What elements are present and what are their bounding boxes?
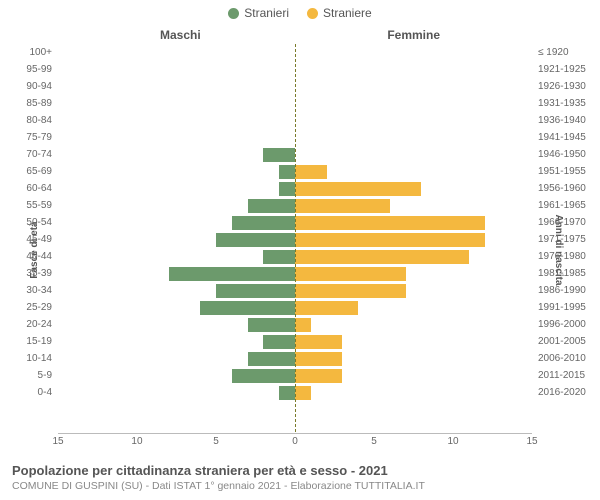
- birth-year-label: ≤ 1920: [532, 47, 569, 58]
- bar-female: [295, 335, 342, 349]
- chart-container: Stranieri Straniere Maschi Femmine Fasce…: [0, 0, 600, 500]
- age-label: 85-89: [26, 98, 58, 109]
- age-label: 0-4: [38, 387, 58, 398]
- chart-subtitle: COMUNE DI GUSPINI (SU) - Dati ISTAT 1° g…: [12, 480, 588, 492]
- birth-year-label: 2001-2005: [532, 336, 586, 347]
- age-label: 10-14: [26, 353, 58, 364]
- x-tick-label: 0: [292, 436, 298, 447]
- legend-item-male: Stranieri: [228, 6, 289, 20]
- birth-year-label: 2011-2015: [532, 370, 585, 381]
- birth-year-label: 1956-1960: [532, 183, 586, 194]
- age-label: 25-29: [26, 302, 58, 313]
- header-female: Femmine: [387, 28, 440, 42]
- x-tick-label: 10: [131, 436, 142, 447]
- age-label: 45-49: [26, 234, 58, 245]
- age-label: 5-9: [38, 370, 58, 381]
- bar-female: [295, 233, 485, 247]
- bar-female: [295, 301, 358, 315]
- bar-male: [248, 318, 295, 332]
- bar-female: [295, 369, 342, 383]
- age-label: 30-34: [26, 285, 58, 296]
- x-tick-label: 5: [213, 436, 219, 447]
- bar-male: [248, 352, 295, 366]
- chart-area: 100+≤ 192095-991921-192590-941926-193085…: [58, 44, 532, 432]
- bar-female: [295, 284, 406, 298]
- bar-male: [279, 182, 295, 196]
- age-label: 60-64: [26, 183, 58, 194]
- bar-female: [295, 165, 327, 179]
- birth-year-label: 1981-1985: [532, 268, 586, 279]
- birth-year-label: 1971-1975: [532, 234, 586, 245]
- birth-year-label: 1996-2000: [532, 319, 586, 330]
- birth-year-label: 1976-1980: [532, 251, 586, 262]
- bar-female: [295, 182, 421, 196]
- age-label: 55-59: [26, 200, 58, 211]
- legend-label-male: Stranieri: [244, 6, 289, 20]
- bar-male: [263, 335, 295, 349]
- bar-male: [279, 165, 295, 179]
- bar-female: [295, 386, 311, 400]
- bar-female: [295, 267, 406, 281]
- x-tick-label: 15: [52, 436, 63, 447]
- legend-item-female: Straniere: [307, 6, 372, 20]
- age-label: 90-94: [26, 81, 58, 92]
- birth-year-label: 1931-1935: [532, 98, 586, 109]
- age-label: 20-24: [26, 319, 58, 330]
- bar-female: [295, 352, 342, 366]
- age-label: 15-19: [26, 336, 58, 347]
- bar-male: [169, 267, 295, 281]
- age-label: 80-84: [26, 115, 58, 126]
- bar-male: [248, 199, 295, 213]
- birth-year-label: 1986-1990: [532, 285, 586, 296]
- x-tick-label: 15: [526, 436, 537, 447]
- bar-male: [263, 250, 295, 264]
- x-axis-line: [58, 433, 532, 434]
- birth-year-label: 1951-1955: [532, 166, 586, 177]
- birth-year-label: 2016-2020: [532, 387, 586, 398]
- bar-female: [295, 216, 485, 230]
- legend-swatch-female: [307, 8, 318, 19]
- chart-footer: Popolazione per cittadinanza straniera p…: [12, 463, 588, 492]
- bar-male: [263, 148, 295, 162]
- age-label: 70-74: [26, 149, 58, 160]
- age-label: 100+: [29, 47, 58, 58]
- chart-title: Popolazione per cittadinanza straniera p…: [12, 463, 588, 478]
- bar-female: [295, 250, 469, 264]
- bar-male: [279, 386, 295, 400]
- birth-year-label: 1966-1970: [532, 217, 586, 228]
- age-label: 75-79: [26, 132, 58, 143]
- bar-male: [216, 284, 295, 298]
- bar-male: [232, 216, 295, 230]
- x-tick-label: 5: [371, 436, 377, 447]
- birth-year-label: 1946-1950: [532, 149, 586, 160]
- x-axis-ticks: 15105051015: [58, 436, 532, 450]
- age-label: 65-69: [26, 166, 58, 177]
- header-male: Maschi: [160, 28, 201, 42]
- x-tick-label: 10: [447, 436, 458, 447]
- legend: Stranieri Straniere: [0, 0, 600, 20]
- birth-year-label: 1941-1945: [532, 132, 586, 143]
- birth-year-label: 1936-1940: [532, 115, 586, 126]
- bar-male: [232, 369, 295, 383]
- age-label: 40-44: [26, 251, 58, 262]
- age-label: 35-39: [26, 268, 58, 279]
- birth-year-label: 1921-1925: [532, 64, 586, 75]
- age-label: 95-99: [26, 64, 58, 75]
- legend-label-female: Straniere: [323, 6, 372, 20]
- center-divider: [295, 44, 296, 432]
- bar-female: [295, 318, 311, 332]
- birth-year-label: 1961-1965: [532, 200, 586, 211]
- age-label: 50-54: [26, 217, 58, 228]
- birth-year-label: 2006-2010: [532, 353, 586, 364]
- birth-year-label: 1926-1930: [532, 81, 586, 92]
- birth-year-label: 1991-1995: [532, 302, 586, 313]
- bar-male: [200, 301, 295, 315]
- legend-swatch-male: [228, 8, 239, 19]
- bar-female: [295, 199, 390, 213]
- bar-male: [216, 233, 295, 247]
